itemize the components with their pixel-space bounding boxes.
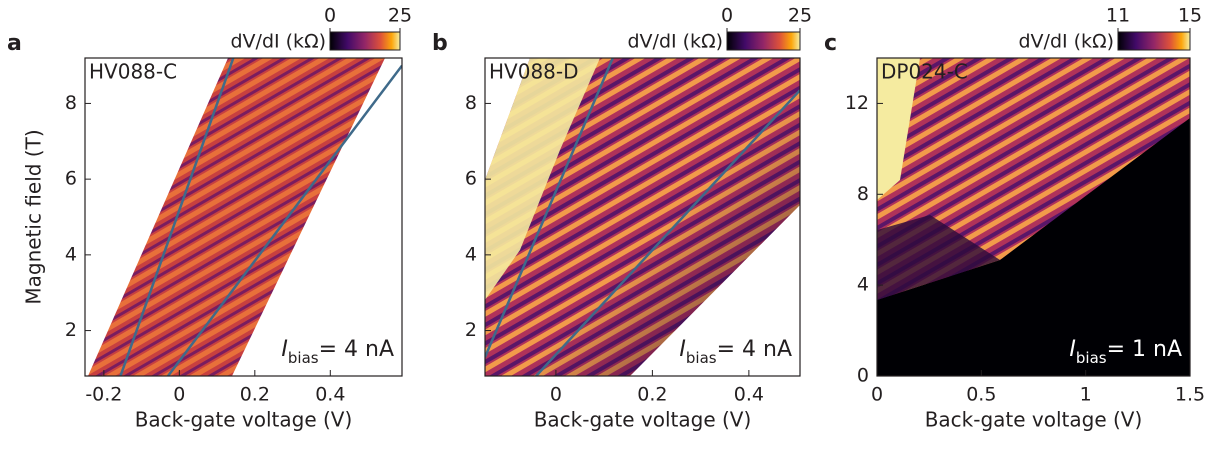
heatmap	[877, 58, 1190, 376]
x-tick-label: 1.5	[1175, 384, 1205, 406]
bias-symbol: I	[281, 337, 288, 362]
y-tick-label: 2	[465, 319, 477, 341]
colorbar-label: dV/dI (kΩ)	[230, 31, 326, 53]
x-axis-label: Back-gate voltage (V)	[135, 408, 353, 432]
guide-line	[485, 58, 614, 358]
sample-label: HV088-D	[489, 60, 579, 84]
x-tick-label: 0.5	[966, 384, 996, 406]
y-tick-label: 6	[465, 168, 477, 190]
y-tick-label: 8	[465, 92, 477, 114]
bias-symbol: I	[679, 337, 686, 362]
colorbar-label: dV/dI (kΩ)	[1018, 31, 1114, 53]
sample-label: DP024-C	[881, 60, 968, 84]
colorbar-tick-label: 25	[388, 5, 412, 27]
plot-frame	[84, 57, 403, 377]
y-tick-label: 4	[65, 243, 77, 265]
bias-annotation: Ibias= 1 nA	[1069, 337, 1182, 367]
y-tick-label: 8	[65, 92, 77, 114]
x-tick-label: 0.2	[637, 384, 667, 406]
y-tick-label: 6	[65, 168, 77, 190]
bias-value: = 1 nA	[1107, 337, 1182, 362]
heatmap-high	[485, 58, 600, 300]
x-tick-label: 0	[550, 384, 562, 406]
x-tick-label: 0	[871, 384, 883, 406]
heatmap	[88, 58, 402, 376]
panel-letter: a	[7, 31, 22, 56]
bias-value: = 4 nA	[319, 337, 394, 362]
guide-line	[119, 58, 235, 376]
x-axis-label: Back-gate voltage (V)	[534, 408, 752, 432]
bias-annotation: Ibias= 4 nA	[281, 337, 394, 367]
bias-subscript: bias	[1076, 349, 1107, 367]
x-tick-label: 0.4	[315, 384, 345, 406]
bias-value: = 4 nA	[717, 337, 792, 362]
bias-subscript: bias	[288, 349, 319, 367]
x-tick-label: 0.4	[734, 384, 764, 406]
heatmap-low	[877, 215, 1000, 300]
colorbar	[726, 31, 801, 51]
x-tick-label: 0.2	[240, 384, 270, 406]
heatmap-high	[877, 58, 920, 200]
colorbar-label: dV/dI (kΩ)	[627, 31, 723, 53]
bias-symbol: I	[1069, 337, 1076, 362]
y-tick-label: 12	[845, 92, 869, 114]
colorbar-tick-label: 0	[324, 5, 336, 27]
colorbar-tick-label: 25	[788, 5, 812, 27]
y-tick-label: 2	[65, 319, 77, 341]
x-tick-label: 1	[1080, 384, 1092, 406]
bias-subscript: bias	[686, 349, 717, 367]
y-tick-label: 0	[857, 365, 869, 387]
colorbar	[1117, 31, 1191, 51]
heatmap	[485, 58, 800, 376]
panel-letter: c	[824, 31, 837, 56]
x-axis-label: Back-gate voltage (V)	[925, 408, 1143, 432]
sample-label: HV088-C	[89, 60, 177, 84]
plot-frame	[876, 57, 1191, 377]
y-tick-label: 4	[465, 243, 477, 265]
y-axis-label: Magnetic field (T)	[22, 129, 46, 304]
plot-frame	[484, 57, 801, 377]
heatmap-low	[877, 118, 1190, 376]
colorbar-tick-label: 15	[1178, 5, 1202, 27]
bias-annotation: Ibias= 4 nA	[679, 337, 792, 367]
y-tick-label: 8	[857, 183, 869, 205]
x-tick-label: -0.2	[85, 384, 122, 406]
colorbar-tick-label: 11	[1106, 5, 1130, 27]
heatmap-region	[88, 58, 385, 376]
colorbar	[329, 31, 401, 51]
x-tick-label: 0	[173, 384, 185, 406]
guide-line	[167, 64, 402, 376]
y-tick-label: 4	[857, 274, 869, 296]
colorbar-tick-label: 0	[721, 5, 733, 27]
guide-line	[535, 89, 800, 376]
panel-letter: b	[432, 31, 448, 56]
